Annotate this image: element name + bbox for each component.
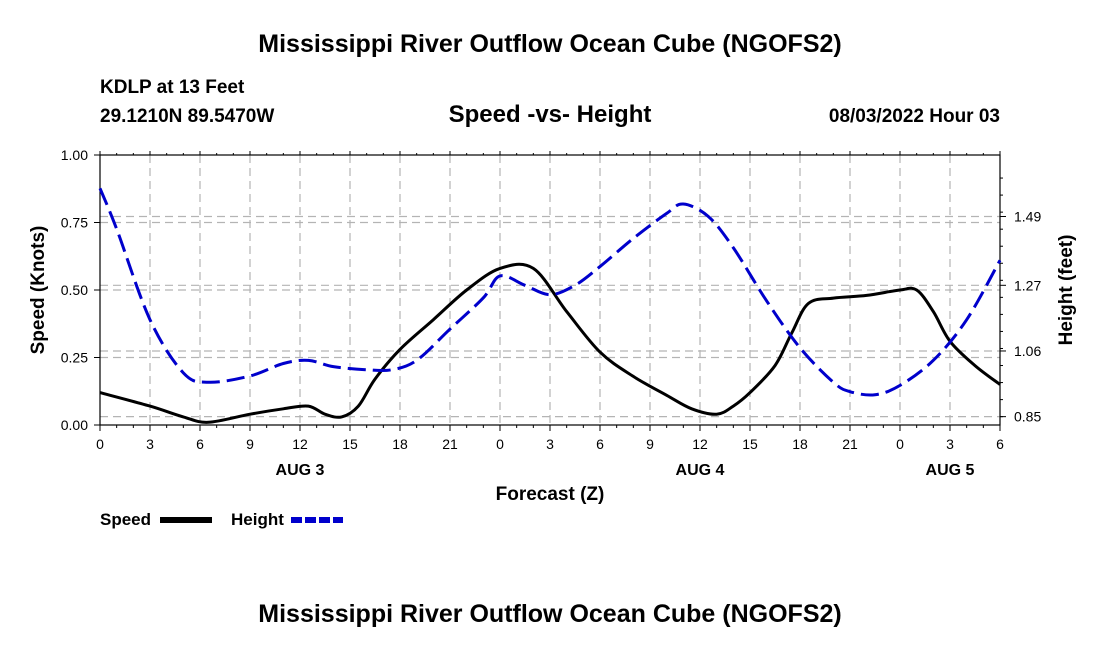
x-tick-label: 3 [546,436,554,452]
x-tick-label: 15 [342,436,358,452]
x-axis-label: Forecast (Z) [496,484,605,505]
x-tick-label: 12 [692,436,708,452]
y-tick-label: 0.00 [61,417,88,433]
y-tick-label: 0.75 [61,215,88,231]
station-label: KDLP at 13 Feet [100,77,245,98]
x-tick-label: 18 [792,436,808,452]
y2-tick-label: 1.06 [1014,343,1041,359]
y2-axis-label: Height (feet) [1056,235,1077,346]
x-tick-label: 9 [646,436,654,452]
date-label: AUG 3 [276,462,325,479]
legend-label-speed: Speed [100,510,151,529]
x-tick-label: 21 [442,436,458,452]
page-title: Mississippi River Outflow Ocean Cube (NG… [258,30,842,58]
date-labels: AUG 3 AUG 4 AUG 5 [276,462,975,479]
y-axis-ticks: 0.00 0.25 0.50 0.75 1.00 [61,147,100,433]
y-tick-label: 0.50 [61,282,88,298]
x-tick-label: 21 [842,436,858,452]
x-tick-label: 0 [96,436,104,452]
y2-tick-label: 1.27 [1014,277,1041,293]
x-tick-label: 3 [946,436,954,452]
chart-title: Speed -vs- Height [448,101,652,128]
x-axis-ticks: 0 3 6 9 12 15 18 21 0 3 6 9 12 15 18 21 0 3 6 [96,151,1004,452]
x-tick-label: 6 [996,436,1004,452]
y2-tick-label: 1.49 [1014,209,1041,225]
x-tick-label: 15 [742,436,758,452]
y-tick-label: 1.00 [61,147,88,163]
location-label: 29.1210N 89.5470W [100,106,275,127]
x-tick-label: 0 [896,436,904,452]
x-tick-label: 9 [246,436,254,452]
y-axis-label: Speed (Knots) [28,226,49,355]
series-lines [98,187,1002,424]
x-tick-label: 3 [146,436,154,452]
footer-title: Mississippi River Outflow Ocean Cube (NG… [258,600,842,628]
y2-axis-ticks: 0.85 1.06 1.27 1.49 [1000,177,1041,425]
date-label: AUG 5 [926,462,975,479]
date-label: AUG 4 [676,462,725,479]
x-tick-label: 6 [596,436,604,452]
x-tick-label: 6 [196,436,204,452]
y-tick-label: 0.25 [61,350,88,366]
legend: Speed Height [100,510,343,529]
x-tick-label: 0 [496,436,504,452]
x-tick-label: 18 [392,436,408,452]
series-line-height [98,187,1002,397]
y2-tick-label: 0.85 [1014,409,1041,425]
series-line-speed [99,262,1001,424]
legend-label-height: Height [231,510,284,529]
x-tick-label: 12 [292,436,308,452]
timestamp-label: 08/03/2022 Hour 03 [828,106,1000,127]
